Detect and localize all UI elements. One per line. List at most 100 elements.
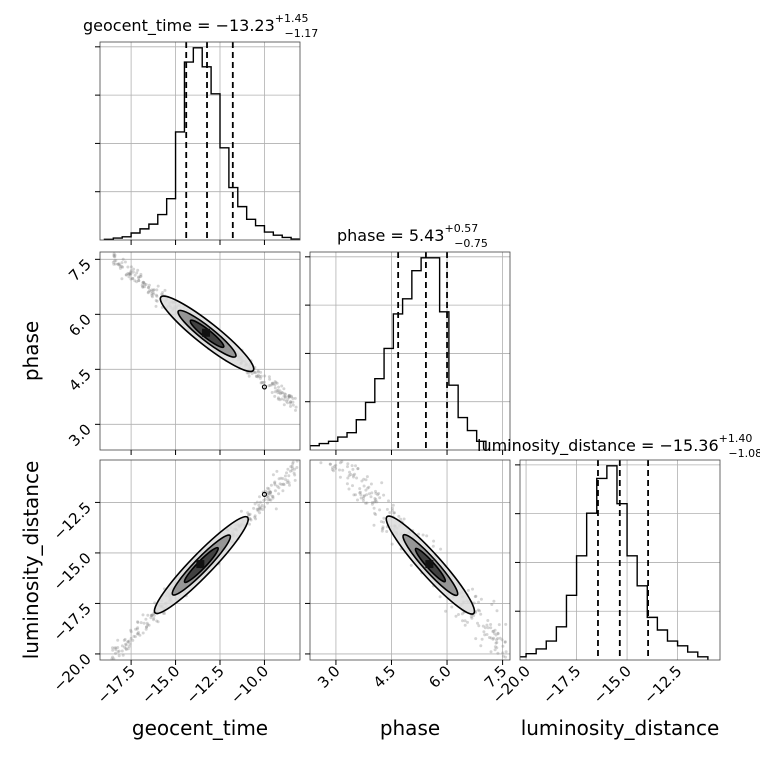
pair-phase-vs-luminosity-distance-point <box>482 630 486 634</box>
pair-geocent-time-vs-luminosity-distance-point <box>279 476 283 480</box>
pair-phase-vs-luminosity-distance-point <box>370 502 374 506</box>
pair-geocent-time-vs-luminosity-distance-point <box>246 511 250 515</box>
pair-geocent-time-vs-luminosity-distance-point <box>285 481 289 484</box>
pair-geocent-time-vs-luminosity-distance-point <box>293 473 297 477</box>
pair-geocent-time-vs-phase-point <box>283 395 287 398</box>
pair-geocent-time-vs-phase-point <box>116 262 120 266</box>
pair-phase-vs-luminosity-distance-point <box>352 475 355 479</box>
pair-phase-vs-luminosity-distance-point <box>504 655 507 659</box>
pair-geocent-time-vs-luminosity-distance-point <box>290 468 294 472</box>
pair-geocent-time-vs-phase-point <box>127 272 131 276</box>
pair-geocent-time-vs-luminosity-distance-point <box>283 474 287 478</box>
pair-phase-vs-luminosity-distance-point <box>362 484 366 488</box>
pair-geocent-time-vs-phase-point <box>287 395 291 399</box>
pair-geocent-time-vs-phase-point <box>147 286 151 290</box>
pair-geocent-time-vs-phase-point <box>123 260 127 264</box>
pair-geocent-time-vs-luminosity-distance-point <box>274 507 278 511</box>
pair-phase-vs-luminosity-distance-point <box>409 563 413 567</box>
pair-phase-vs-luminosity-distance-point <box>374 498 378 501</box>
pair-geocent-time-vs-luminosity-distance-point <box>269 491 273 495</box>
pair-phase-vs-luminosity-distance-point <box>474 594 478 598</box>
pair-geocent-time-vs-luminosity-distance-point <box>146 613 150 617</box>
pair-phase-vs-luminosity-distance-point <box>487 636 491 639</box>
pair-geocent-time-vs-phase-point <box>287 395 291 399</box>
pair-geocent-time-vs-luminosity-distance-point <box>116 638 120 642</box>
pair-geocent-time-vs-phase-point <box>161 291 165 294</box>
pair-geocent-time-vs-phase-point <box>278 389 282 393</box>
pair-phase-vs-luminosity-distance-point <box>334 427 337 430</box>
pair-geocent-time-vs-phase-point <box>256 369 260 373</box>
pair-phase-vs-luminosity-distance-point <box>498 636 502 640</box>
pair-geocent-time-vs-phase-point <box>156 284 160 288</box>
pair-geocent-time-vs-luminosity-distance-density-peak <box>196 560 205 569</box>
pair-geocent-time-vs-luminosity-distance-point <box>288 469 292 473</box>
pair-geocent-time-vs-luminosity-distance-point <box>134 627 138 631</box>
pair-geocent-time-vs-luminosity-distance-point <box>248 512 252 516</box>
pair-geocent-time-vs-luminosity-distance-point <box>117 649 121 653</box>
pair-geocent-time-vs-luminosity-distance-point <box>127 645 131 648</box>
pair-geocent-time-vs-phase-point <box>121 257 125 261</box>
ylabel-phase: phase <box>19 321 43 381</box>
pair-phase-vs-luminosity-distance-point <box>492 629 495 633</box>
ytick-label-luminosity-distance-1: −17.5 <box>50 600 95 645</box>
title-phase-lower: −0.75 <box>454 237 488 250</box>
pair-phase-vs-luminosity-distance-point <box>480 637 484 641</box>
pair-geocent-time-vs-phase-point <box>288 401 292 405</box>
pair-phase-vs-luminosity-distance-density-peak <box>425 560 434 569</box>
pair-phase-vs-luminosity-distance-point <box>365 475 369 479</box>
pair-phase-vs-luminosity-distance-point <box>328 457 331 460</box>
pair-phase-vs-luminosity-distance-point <box>439 547 443 551</box>
histogram-phase <box>310 257 487 450</box>
pair-geocent-time-vs-luminosity-distance-point <box>284 478 288 482</box>
pair-phase-vs-luminosity-distance-point <box>504 622 508 626</box>
pair-phase-vs-luminosity-distance-point <box>369 495 373 499</box>
pair-phase-vs-luminosity-distance-point <box>366 486 370 490</box>
pair-geocent-time-vs-phase-point <box>112 262 116 266</box>
ytick-label-phase-0: 3.0 <box>65 420 95 450</box>
pair-geocent-time-vs-luminosity-distance-point <box>256 507 260 511</box>
pair-geocent-time-vs-phase-point <box>129 277 133 281</box>
pair-geocent-time-vs-phase-point <box>267 384 271 388</box>
pair-phase-vs-luminosity-distance-point <box>450 605 454 609</box>
pair-geocent-time-vs-luminosity-distance-point <box>269 490 272 494</box>
pair-phase-vs-luminosity-distance-point <box>361 499 365 503</box>
pair-phase-vs-luminosity-distance-point <box>373 497 377 500</box>
pair-geocent-time-vs-phase-point <box>259 381 263 385</box>
pair-geocent-time-vs-luminosity-distance-point <box>249 518 253 522</box>
xtick-label-geocent-time-3: −10.0 <box>227 662 272 707</box>
pair-phase-vs-luminosity-distance-point <box>392 511 396 515</box>
pair-phase-vs-luminosity-distance-point <box>373 500 376 504</box>
pair-geocent-time-vs-luminosity-distance-point <box>277 486 281 490</box>
pair-geocent-time-vs-phase-point <box>152 292 156 296</box>
pair-phase-vs-luminosity-distance-point <box>362 494 366 498</box>
pair-phase-vs-luminosity-distance-point <box>313 432 316 435</box>
pair-geocent-time-vs-luminosity-distance-point <box>114 648 118 652</box>
title-phase: phase = 5.43+0.57 −0.75 <box>337 222 488 250</box>
pair-phase-vs-luminosity-distance-point <box>331 450 334 453</box>
pair-geocent-time-vs-phase-point <box>254 375 258 378</box>
pair-phase-vs-luminosity-distance-point <box>454 614 458 618</box>
pair-geocent-time-vs-phase-point <box>261 381 265 384</box>
pair-phase-vs-luminosity-distance-point <box>365 501 369 505</box>
pair-geocent-time-vs-luminosity-distance-point <box>112 657 116 660</box>
pair-geocent-time-vs-luminosity-distance-point <box>123 645 127 649</box>
pair-geocent-time-vs-phase-point <box>273 394 277 398</box>
pair-geocent-time-vs-phase-point <box>289 404 292 408</box>
pair-phase-vs-luminosity-distance-point <box>503 640 507 644</box>
ytick-label-luminosity-distance-3: −12.5 <box>50 499 95 544</box>
pair-geocent-time-vs-luminosity-distance-point <box>280 483 284 486</box>
pair-geocent-time-vs-luminosity-distance-point <box>258 506 262 510</box>
pair-phase-vs-luminosity-distance-point <box>501 651 505 655</box>
pair-geocent-time-vs-luminosity-distance-point <box>126 647 130 651</box>
pair-geocent-time-vs-phase-point <box>113 255 117 259</box>
pair-geocent-time-vs-luminosity-distance-point <box>120 649 124 653</box>
pair-geocent-time-vs-luminosity-distance-point <box>110 657 114 660</box>
pair-phase-vs-luminosity-distance-point <box>318 431 321 434</box>
pair-geocent-time-vs-phase-point <box>155 294 159 298</box>
pair-geocent-time-vs-phase-point <box>270 383 274 387</box>
pair-geocent-time-vs-phase-point <box>114 259 118 262</box>
pair-geocent-time-vs-phase-point <box>282 392 286 396</box>
pair-geocent-time-vs-phase-point <box>275 381 279 385</box>
pair-geocent-time-vs-phase-point <box>133 279 137 283</box>
pair-geocent-time-vs-luminosity-distance-point <box>261 508 265 511</box>
